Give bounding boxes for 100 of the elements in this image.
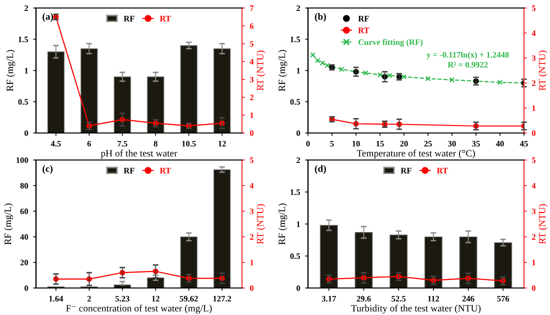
legend-label: RT: [436, 168, 448, 174]
y-axis-title: RF (mg/L): [278, 50, 288, 92]
chart-title: (a): [42, 13, 54, 22]
legend-label: RT: [160, 16, 171, 22]
chart-title: (b): [314, 13, 326, 22]
y2-tick-label: 1: [250, 260, 254, 266]
y2-axis-title: RT (NTU): [256, 204, 266, 244]
x-tick-label: 2: [87, 296, 91, 302]
x-tick-label: 10: [352, 140, 360, 147]
x-axis-title: pH of the test water: [100, 150, 178, 158]
x-axis-title: F⁻ concentration of test water (mg/L): [66, 304, 212, 314]
x-axis-title: Turbidity of the test water (NTU): [351, 304, 481, 314]
annotation: y = -0.117ln(x) + 1.2448: [426, 52, 509, 60]
y2-tick-label: 2: [250, 94, 254, 100]
annotation: R² = 0.9922: [448, 62, 488, 68]
x-tick-label: 10.5: [182, 140, 196, 147]
y2-tick-label: 3: [250, 208, 254, 214]
legend-label: RF: [400, 168, 412, 174]
y2-tick-label: 6: [250, 23, 254, 29]
legend-label: Curve fitting (RF): [358, 39, 423, 47]
x-tick-label: 59.62: [180, 296, 198, 302]
y-tick-label: 1: [296, 68, 300, 74]
y-tick-label: 1.5: [18, 36, 28, 42]
x-tick-label: 1.64: [49, 296, 64, 302]
legend-label: RF: [124, 168, 134, 174]
y-tick-label: 2: [296, 5, 300, 11]
x-tick-label: 45: [520, 140, 528, 147]
x-tick-label: 5: [330, 140, 334, 147]
x-tick-label: 15: [376, 140, 384, 147]
x-tick-label: 3.17: [322, 296, 336, 302]
y-tick-label: 1.5: [290, 36, 300, 42]
y2-tick-label: 1: [532, 260, 536, 266]
x-tick-label: 12: [152, 296, 160, 302]
x-tick-label: 127.2: [213, 296, 232, 302]
y-axis-title: RF (mg/L): [4, 203, 14, 245]
y-tick-label: 0: [24, 130, 28, 136]
x-tick-label: 20: [400, 140, 408, 147]
y-tick-label: 2: [296, 157, 300, 163]
x-tick-label: 12: [218, 140, 226, 146]
x-tick-label: 52.5: [392, 296, 406, 302]
x-tick-label: 35: [472, 140, 480, 147]
y-tick-label: 0.5: [18, 99, 28, 105]
y-tick-label: 60: [20, 208, 28, 214]
y-tick-label: 0: [296, 285, 300, 291]
y2-tick-label: 7: [250, 5, 254, 11]
y2-tick-label: 2: [532, 80, 536, 86]
y2-tick-label: 4: [532, 30, 536, 36]
y-axis-title: RF (mg/L): [6, 50, 16, 92]
y2-tick-label: 1: [532, 105, 536, 111]
y2-axis-title: RT (NTU): [256, 50, 266, 90]
y-tick-label: 100: [16, 157, 28, 163]
y2-axis-title: RT (NTU): [538, 50, 548, 90]
y2-tick-label: 5: [250, 41, 254, 47]
y2-tick-label: 3: [532, 208, 536, 214]
x-tick-label: 0: [306, 140, 310, 147]
legend-label: RT: [160, 168, 171, 174]
chart-title: (d): [314, 165, 326, 174]
x-tick-label: 25: [424, 140, 432, 147]
y2-tick-label: 4: [532, 183, 536, 188]
x-tick-label: 7.5: [118, 140, 128, 147]
y2-tick-label: 0: [532, 285, 536, 291]
y2-tick-label: 5: [532, 5, 536, 11]
x-tick-label: 30: [448, 140, 456, 147]
x-tick-label: 29.6: [356, 296, 371, 302]
y-tick-label: 1: [24, 68, 28, 74]
y2-tick-label: 1: [250, 112, 254, 118]
x-tick-label: 5.23: [115, 296, 130, 302]
y-tick-label: 80: [20, 182, 28, 189]
y-tick-label: 0: [24, 285, 28, 291]
x-tick-label: 4.5: [50, 140, 61, 147]
y2-tick-label: 3: [532, 55, 536, 61]
legend-label: RF: [358, 16, 369, 22]
y-tick-label: 0.5: [290, 253, 300, 260]
y-tick-label: 40: [20, 234, 28, 240]
y2-tick-label: 4: [250, 183, 254, 188]
y-axis-title: RF (mg/L): [278, 203, 288, 245]
legend-label: RT: [358, 28, 370, 34]
y2-tick-label: 3: [250, 76, 254, 82]
y2-axis-title: RT (NTU): [538, 204, 548, 244]
y2-tick-label: 2: [250, 234, 254, 240]
x-tick-label: 8: [154, 140, 158, 147]
y-tick-label: 2: [24, 5, 28, 11]
y-tick-label: 1: [296, 221, 300, 227]
y2-tick-label: 0: [532, 130, 536, 136]
y2-tick-label: 5: [250, 157, 254, 163]
x-axis-title: Temperature of test water (°C): [356, 150, 475, 158]
y2-tick-label: 0: [250, 285, 254, 291]
x-tick-label: 246: [462, 296, 474, 302]
y2-tick-label: 2: [532, 234, 536, 240]
y2-tick-label: 5: [532, 157, 536, 163]
chart-title: (c): [42, 165, 53, 174]
legend-label: RF: [124, 16, 134, 22]
y-tick-label: 1.5: [290, 189, 300, 196]
y-tick-label: 0.5: [290, 99, 300, 105]
x-tick-label: 40: [496, 140, 504, 147]
y2-tick-label: 4: [250, 58, 254, 64]
x-tick-label: 6: [87, 140, 91, 147]
x-tick-label: 576: [497, 296, 510, 302]
x-tick-label: 112: [428, 296, 440, 302]
y2-tick-label: 0: [250, 130, 254, 136]
